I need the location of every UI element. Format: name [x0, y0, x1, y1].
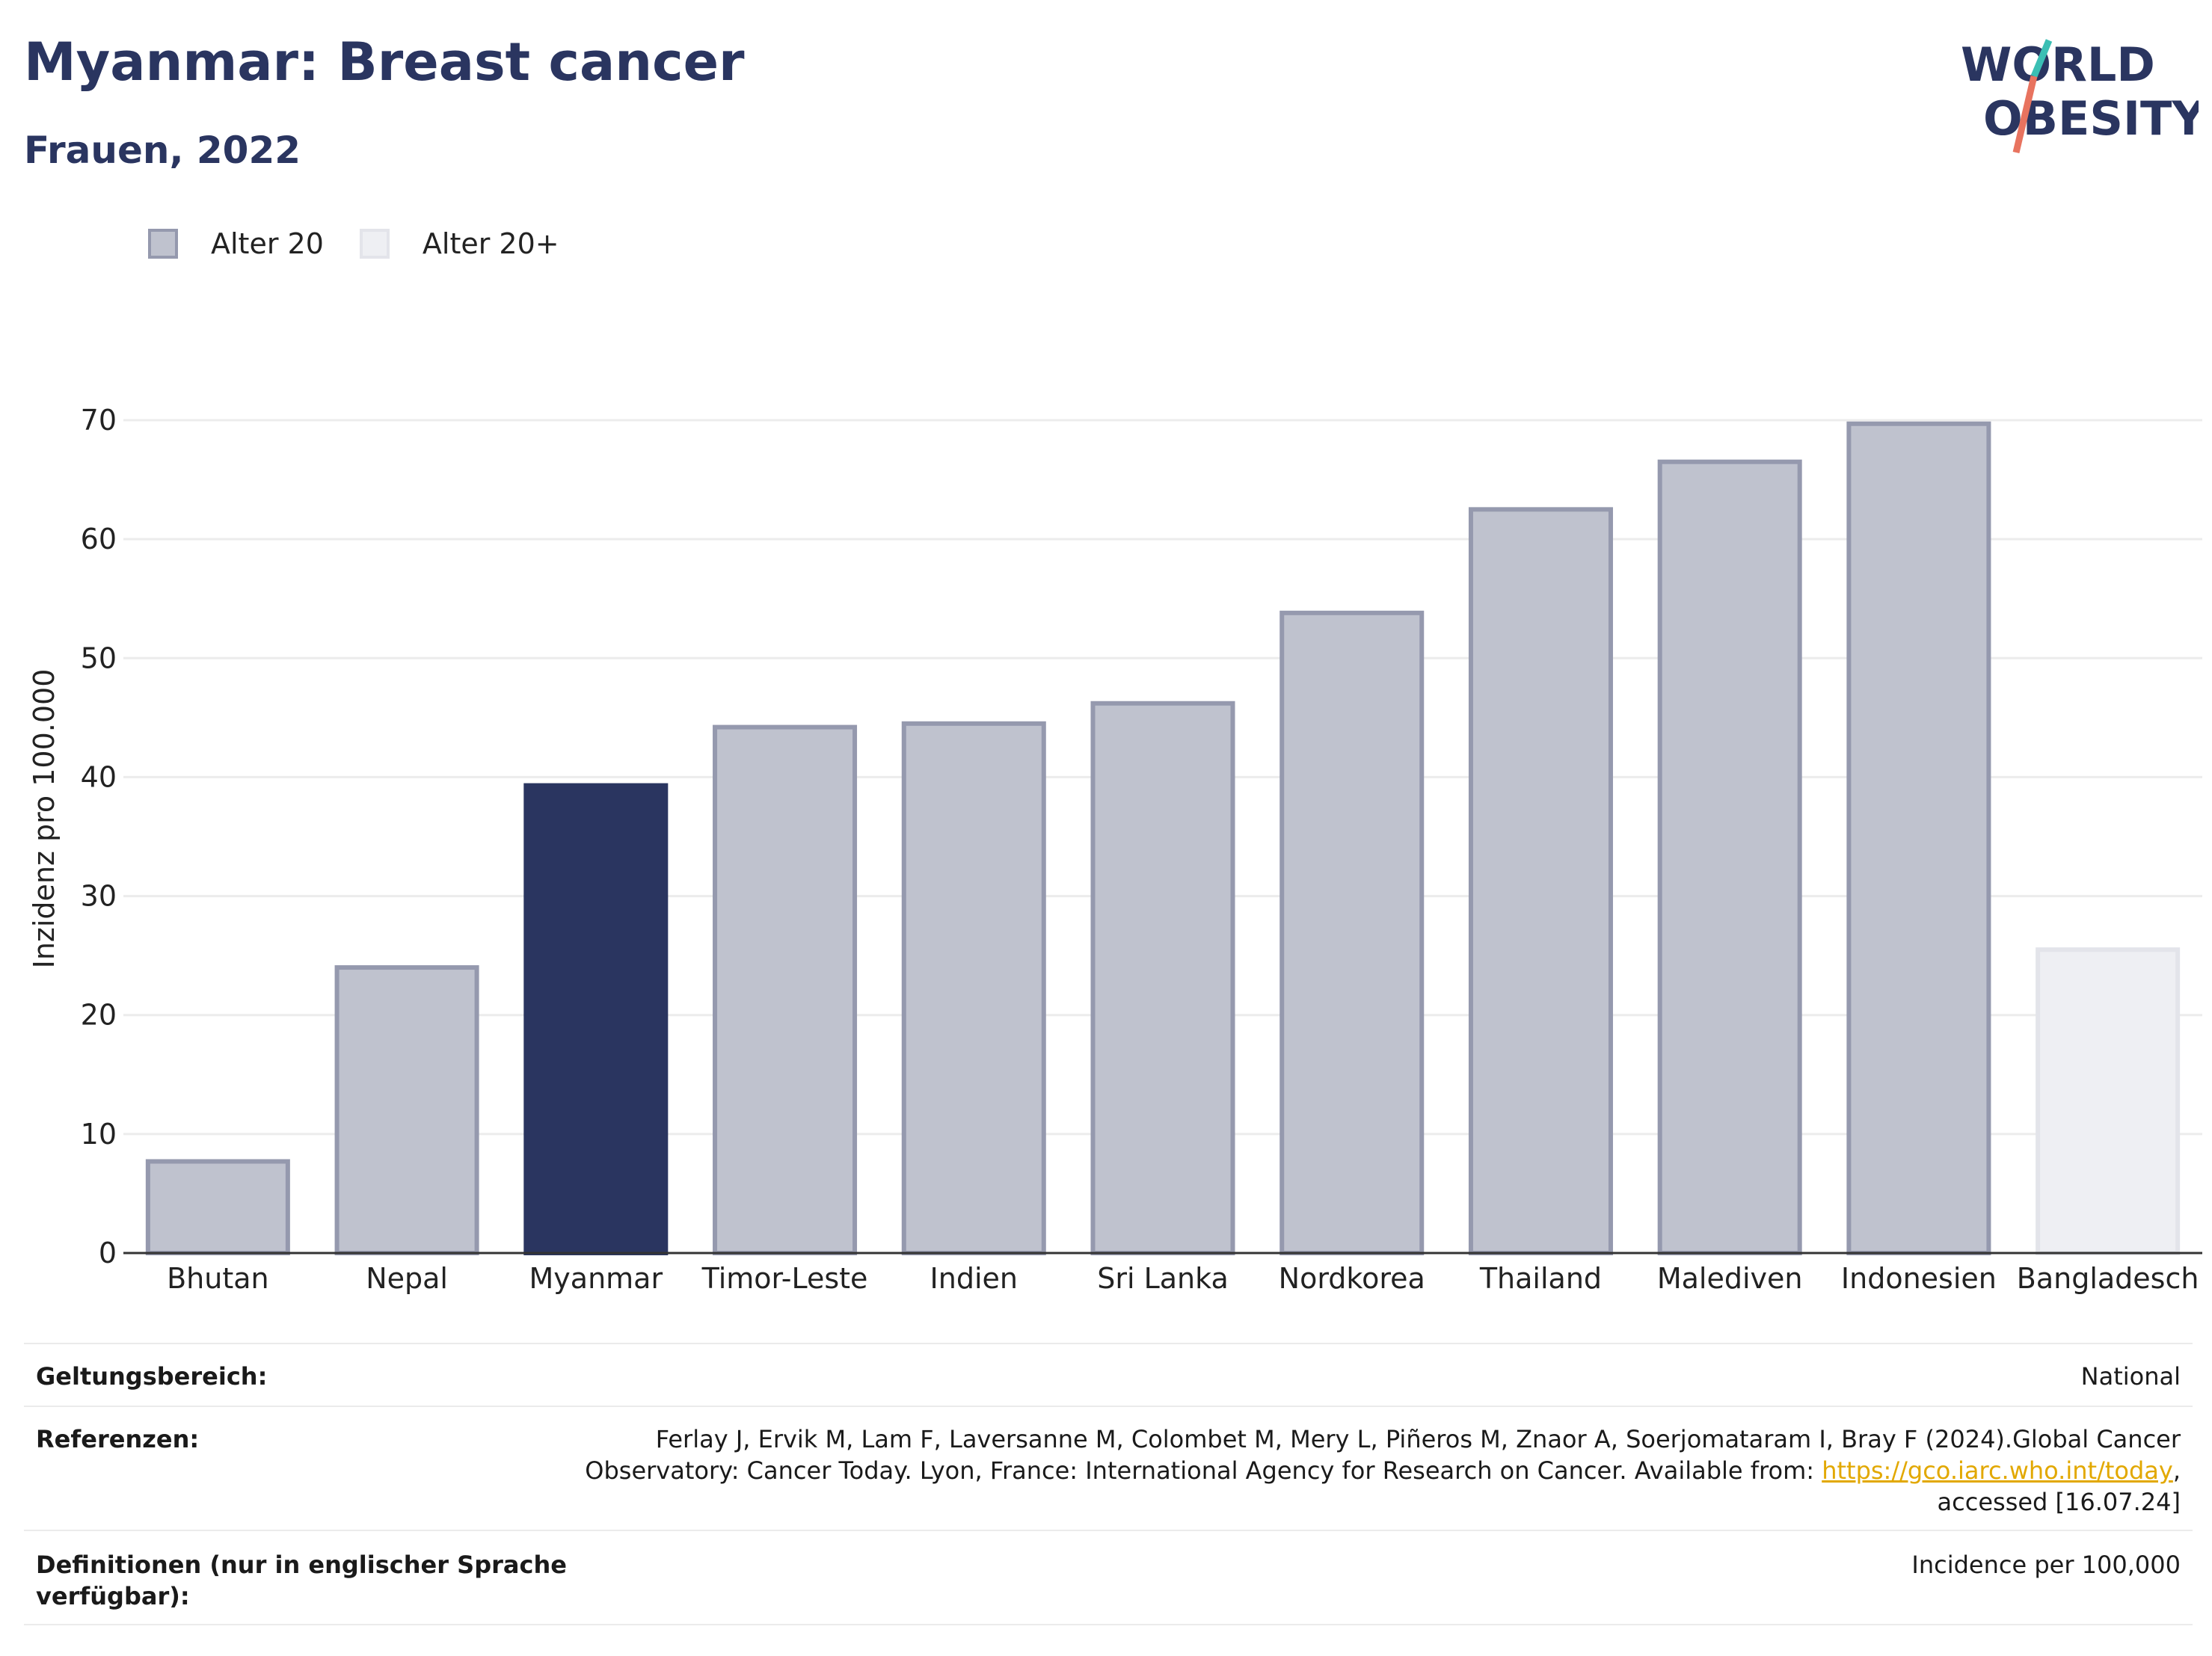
y-tick-label: 20 [81, 999, 117, 1032]
references-value: Ferlay J, Ervik M, Lam F, Laversanne M, … [573, 1423, 2181, 1518]
x-tick-label: Thailand [1479, 1262, 1602, 1295]
references-suffix: , accessed [16.07.24] [1937, 1456, 2181, 1516]
y-tick-label: 40 [81, 760, 117, 793]
y-tick-label: 30 [81, 880, 117, 913]
logo-stroke-coral [2012, 75, 2038, 154]
bar-indonesien[interactable] [1846, 421, 1991, 1255]
chart-legend: Alter 20 Alter 20+ [148, 224, 595, 263]
x-tick-label: Myanmar [529, 1262, 663, 1295]
bar-nepal[interactable] [334, 965, 479, 1255]
logo-stroke-teal [2030, 39, 2053, 78]
y-axis-ticks: 0 10 20 30 40 50 60 70 [81, 404, 117, 1269]
info-row-definitions: Definitionen (nur in englischer Sprache … [24, 1530, 2193, 1624]
y-axis-label: Inzidenz pro 100.000 [28, 669, 61, 969]
y-tick-label: 70 [81, 404, 117, 437]
bar-sri-lanka[interactable] [1090, 701, 1235, 1255]
x-tick-label: Malediven [1657, 1262, 1803, 1295]
info-row-scope: Geltungsbereich: National [24, 1343, 2193, 1406]
y-tick-label: 10 [81, 1118, 117, 1151]
bar-bangladesch[interactable] [2036, 947, 2181, 1255]
x-tick-label: Nordkorea [1279, 1262, 1425, 1295]
scope-label: Geltungsbereich: [36, 1362, 268, 1391]
chart-subtitle: Frauen, 2022 [24, 129, 301, 172]
legend-label-alter20: Alter 20 [211, 227, 324, 260]
logo-text-world: WORLD [1961, 37, 2155, 92]
scope-value: National [2080, 1362, 2181, 1391]
bar-chart: 0 10 20 30 40 50 60 70 Bhutan Nepal Myanmar Timor-… [28, 404, 2202, 1295]
info-row-references: Referenzen: Ferlay J, Ervik M, Lam F, La… [24, 1406, 2193, 1530]
legend-item-alter20[interactable]: Alter 20 [148, 227, 324, 260]
x-tick-label: Bhutan [167, 1262, 269, 1295]
references-text: Ferlay J, Ervik M, Lam F, Laversanne M, … [585, 1425, 2181, 1485]
x-axis-ticks: Bhutan Nepal Myanmar Timor-Leste Indien Sri L… [167, 1262, 2199, 1295]
x-tick-label: Bangladesch [2017, 1262, 2199, 1295]
bar-nordkorea[interactable] [1279, 610, 1425, 1255]
x-tick-label: Indonesien [1841, 1262, 1997, 1295]
bar-timor-leste[interactable] [713, 724, 858, 1255]
legend-swatch-alter20plus [359, 229, 390, 259]
definitions-label: Definitionen (nur in englischer Sprache … [36, 1551, 567, 1610]
bar-malediven[interactable] [1657, 459, 1802, 1256]
legend-item-alter20plus[interactable]: Alter 20+ [359, 227, 559, 260]
bar-indien[interactable] [901, 721, 1046, 1255]
references-link[interactable]: https://gco.iarc.who.int/today [1822, 1456, 2173, 1485]
chart-title: Myanmar: Breast cancer [24, 31, 745, 93]
x-tick-label: Timor-Leste [701, 1262, 868, 1295]
bar-bhutan[interactable] [145, 1159, 290, 1255]
y-tick-label: 60 [81, 523, 117, 555]
x-tick-label: Sri Lanka [1097, 1262, 1229, 1295]
info-bottom-rule [24, 1624, 2193, 1625]
legend-label-alter20plus: Alter 20+ [422, 227, 559, 260]
y-tick-label: 0 [99, 1237, 117, 1269]
chart-bars [145, 421, 2181, 1256]
references-label: Referenzen: [36, 1425, 200, 1453]
x-tick-label: Indien [930, 1262, 1018, 1295]
bar-thailand[interactable] [1468, 507, 1613, 1255]
bar-myanmar[interactable] [523, 783, 669, 1256]
y-tick-label: 50 [81, 641, 117, 674]
definitions-value: Incidence per 100,000 [1911, 1551, 2181, 1579]
world-obesity-logo: WORLD OBESITY [1961, 37, 2199, 154]
x-tick-label: Nepal [366, 1262, 448, 1295]
legend-swatch-alter20 [148, 229, 178, 259]
